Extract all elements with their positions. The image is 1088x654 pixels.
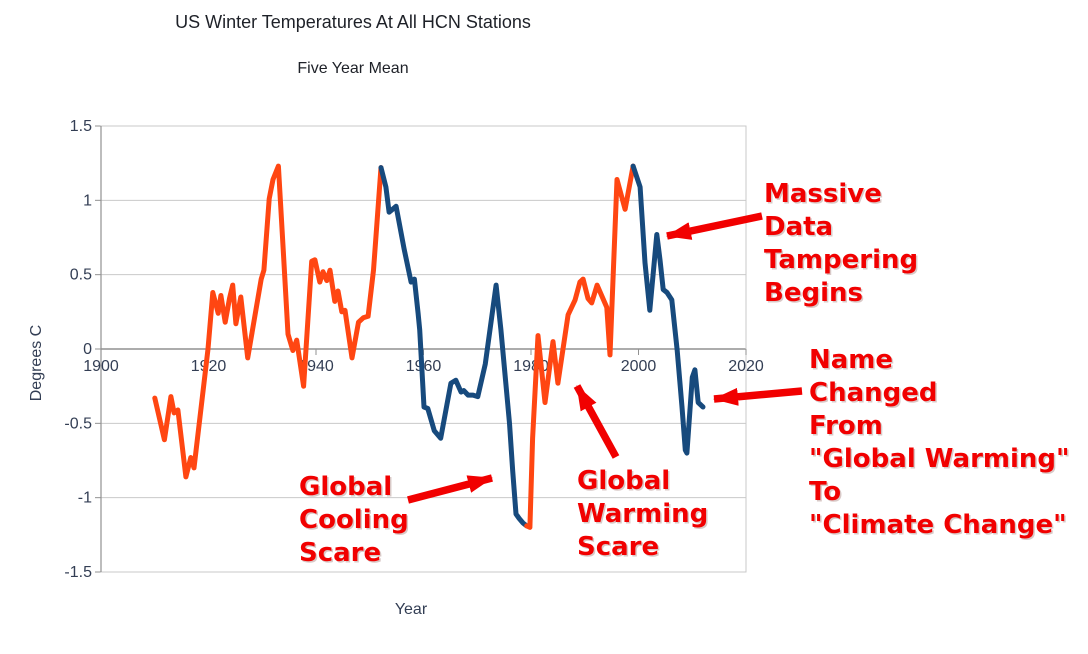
x-tick-label: 1900 [83, 358, 119, 375]
y-tick-label: -0.5 [64, 415, 92, 432]
series-blue-segment-1952-1979 [378, 165, 530, 529]
y-tick-label: 0 [83, 341, 92, 358]
annotation-arrow-global-cooling-scare [407, 474, 493, 504]
y-tick-label: 1 [83, 192, 92, 209]
annotation-global-cooling-scare: Global Cooling Scare [299, 472, 409, 568]
series-orange-segment-1910-1952 [152, 163, 384, 480]
annotation-arrow-global-warming-scare [573, 384, 620, 459]
x-tick-label: 1920 [191, 358, 227, 375]
annotation-massive-data-tampering: Massive Data Tampering Begins [764, 179, 919, 308]
x-tick-label: 2000 [621, 358, 657, 375]
series-blue-segment-1999-2012 [630, 163, 706, 456]
annotation-global-warming-scare: Global Warming Scare [577, 466, 709, 562]
annotation-name-changed: Name Changed From "Global Warming" To "C… [809, 345, 1070, 540]
x-tick-label: 2020 [728, 358, 764, 375]
y-tick-label: -1 [78, 490, 92, 507]
y-tick-label: 0.5 [70, 267, 92, 284]
annotation-arrow-massive-data-tampering [666, 212, 763, 240]
chart-subtitle: Five Year Mean [297, 60, 409, 77]
series-orange-segment-1979-1999 [524, 163, 636, 530]
chart-title: US Winter Temperatures At All HCN Statio… [175, 12, 531, 32]
y-tick-label: 1.5 [70, 118, 92, 135]
y-tick-label: -1.5 [64, 564, 92, 581]
x-axis-title: Year [394, 601, 428, 618]
annotation-arrow-name-changed [713, 387, 803, 406]
